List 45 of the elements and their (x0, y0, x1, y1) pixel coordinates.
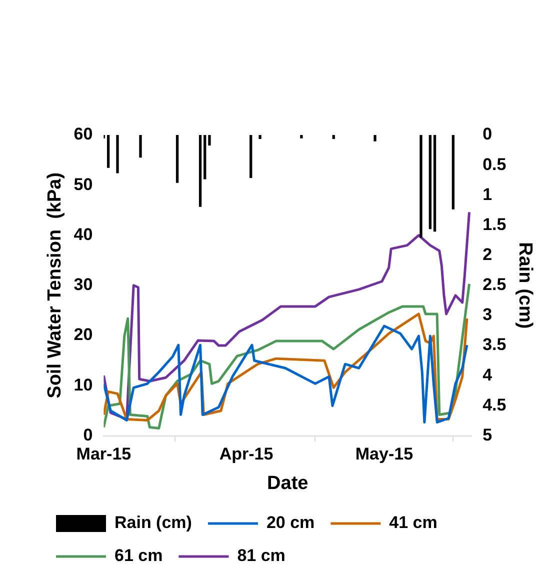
bar (428, 135, 432, 230)
legend-label: 81 cm (237, 546, 286, 566)
y-tick-label: 30 (74, 275, 93, 294)
bar (116, 135, 119, 174)
legend-label: 61 cm (114, 546, 163, 566)
legend-label: 20 cm (266, 513, 315, 532)
y-axis-title: Soil Water Tension (kPa) (44, 172, 66, 398)
y2-tick-label: 3 (482, 305, 492, 324)
bar (250, 135, 252, 178)
y2-axis-title: Rain (cm) (514, 242, 536, 329)
y2-tick-label: 0.5 (482, 154, 506, 174)
y-tick-label: 10 (74, 375, 93, 394)
legend-label: Rain (cm) (114, 513, 192, 532)
y2-tick-label: 5 (482, 425, 492, 444)
y2-tick-label: 2.5 (482, 275, 506, 294)
bar (332, 135, 335, 139)
bar (198, 135, 202, 207)
bar (420, 135, 422, 238)
y-tick-label: 40 (74, 224, 93, 244)
bar (433, 135, 436, 232)
bar (176, 135, 179, 183)
bar (452, 135, 455, 210)
x-tick-label: Mar-15 (76, 444, 132, 464)
bar (139, 135, 142, 158)
bar (208, 135, 211, 146)
y2-tick-label: 1.5 (482, 214, 506, 234)
x-axis-title: Date (267, 472, 308, 494)
bar (106, 135, 110, 168)
y2-tick-label: 3.5 (482, 335, 506, 354)
x-tick-label: May-15 (355, 444, 414, 464)
y2-tick-label: 2 (482, 245, 492, 264)
legend-label: 41 cm (389, 513, 438, 532)
y2-tick-label: 4.5 (482, 395, 506, 414)
y-tick-label: 60 (74, 124, 93, 144)
x-tick-label: Apr-15 (219, 444, 274, 464)
bar (374, 135, 376, 142)
y2-tick-label: 1 (482, 184, 492, 204)
y-tick-label: 0 (83, 425, 93, 444)
y-tick-label: 50 (74, 174, 93, 194)
y2-tick-label: 4 (482, 365, 493, 384)
y-tick-label: 20 (74, 325, 93, 344)
bar (258, 135, 262, 139)
bar (204, 135, 206, 180)
bar (300, 135, 303, 138)
y2-tick-label: 0 (482, 124, 492, 144)
